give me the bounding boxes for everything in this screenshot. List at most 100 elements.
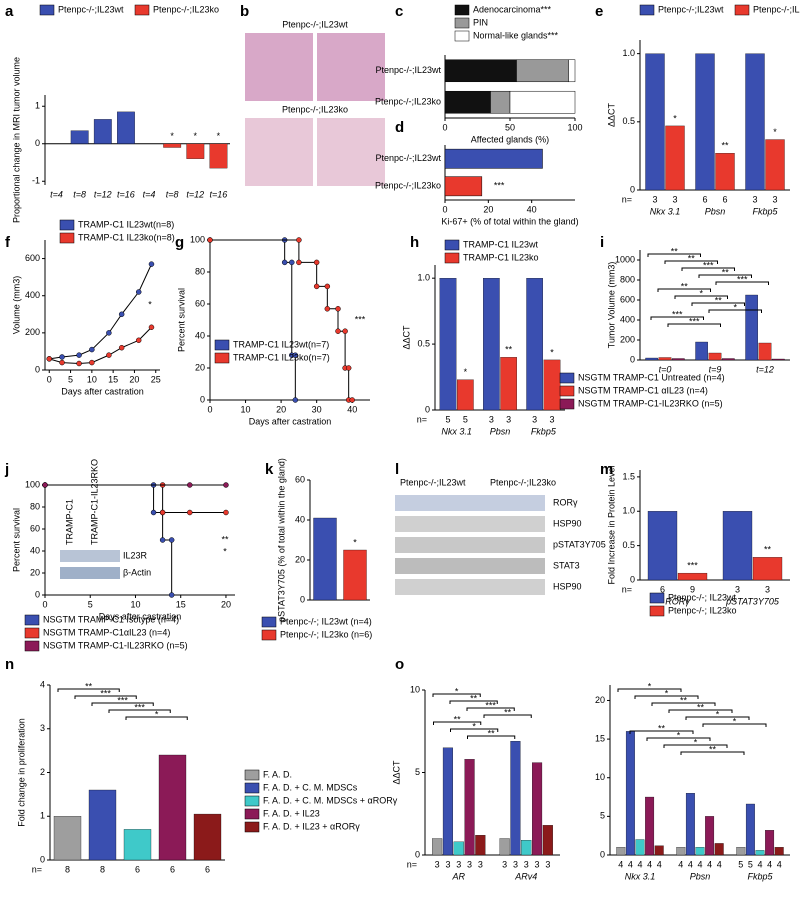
y-axis-label: ΔΔCT: [606, 102, 616, 127]
y-tick-label: 40: [30, 545, 40, 555]
sig-bracket: [651, 702, 716, 706]
bar: [117, 111, 135, 144]
sig-bracket: [466, 707, 515, 711]
n-label: 4: [767, 859, 772, 869]
n-label: 5: [463, 414, 468, 424]
n-label: 4: [757, 859, 762, 869]
panel-letter: h: [410, 234, 419, 251]
legend-label: Adenocarcinoma***: [473, 4, 552, 14]
y-tick-label: 0: [35, 138, 40, 148]
y-tick-label: 5: [600, 811, 605, 821]
blot-band: [395, 579, 545, 595]
inset-label: TRAMP-C1-IL23RKO: [89, 459, 99, 545]
panel-letter: e: [595, 3, 603, 20]
blot-label: STAT3: [553, 560, 580, 570]
y-tick-label: 60: [30, 523, 40, 533]
sig-label: **: [504, 707, 512, 717]
bar: [70, 130, 89, 144]
legend-label: Ptenpc-/-; IL23ko: [668, 605, 737, 615]
bar: [755, 850, 765, 856]
x-tick-label: RORγ: [665, 596, 690, 606]
bar: [509, 90, 576, 114]
point: [296, 237, 302, 243]
line: [210, 239, 353, 401]
n-label: 8: [65, 864, 70, 874]
x-tick-label: 15: [108, 374, 118, 384]
sig-bracket: [617, 688, 682, 692]
inset-label: β-Actin: [123, 567, 151, 577]
point: [313, 259, 320, 266]
x-tick-label: 50: [505, 122, 515, 132]
y-axis-label: Fold change in proliferation: [16, 718, 26, 827]
n-label: 6: [660, 584, 665, 594]
blot-header: Ptenpc-/-;IL23wt: [400, 477, 466, 487]
n-prefix: n=: [417, 414, 427, 424]
legend-label: Ptenpc-/-; IL23wt: [668, 592, 737, 602]
panel-letter: k: [265, 461, 274, 478]
n-label: 5: [748, 859, 753, 869]
blot-band: [395, 537, 545, 553]
legend-label: F. A. D.: [263, 769, 292, 779]
sig-label: *: [773, 127, 777, 137]
blot-header: Ptenpc-/-;IL23ko: [490, 477, 556, 487]
bar: [444, 59, 517, 83]
point: [59, 354, 65, 360]
sig-label: *: [716, 709, 720, 719]
point: [135, 337, 142, 344]
y-tick-label: 80: [195, 266, 205, 276]
sig-bracket: [646, 737, 711, 741]
sig-bracket: [698, 274, 752, 278]
bar: [736, 847, 746, 856]
point: [159, 509, 166, 516]
n-label: 3: [467, 859, 472, 869]
blot: [60, 567, 120, 579]
bar: [745, 294, 758, 361]
blot-band: [395, 495, 545, 511]
bar: [343, 549, 367, 601]
sig-label: *: [217, 131, 221, 141]
legend-swatch: [214, 339, 230, 351]
n-prefix: n=: [407, 859, 417, 869]
x-tick-label: 10: [130, 599, 140, 609]
legend-swatch: [454, 4, 470, 16]
x-tick-label: t=16: [210, 189, 228, 199]
legend-label: TRAMP-C1 IL23wt(n=7): [233, 339, 329, 349]
line: [49, 263, 152, 360]
n-label: 5: [445, 414, 450, 424]
legend-label: TRAMP-C1 IL23ko(n=8): [78, 232, 175, 242]
point: [342, 328, 348, 334]
sig-label: **: [721, 141, 729, 151]
y-tick-label: 400: [25, 290, 40, 300]
sig-bracket: [657, 288, 711, 292]
blot-label: HSP90: [553, 581, 582, 591]
x-tick-label: Pbsn: [490, 426, 511, 436]
histology-image: [317, 118, 385, 186]
n-label: 3: [772, 194, 777, 204]
legend-label: NSGTM TRAMP-C1 Untreated (n=4): [578, 372, 725, 382]
sig-bracket: [483, 714, 532, 718]
y-tick-label: 20: [195, 362, 205, 372]
bar: [532, 762, 543, 856]
legend-swatch: [59, 232, 75, 244]
legend-swatch: [244, 769, 260, 781]
bar: [647, 511, 678, 581]
bar: [765, 830, 775, 856]
sig-label: *: [148, 299, 152, 309]
sig-label: **: [681, 281, 689, 291]
sig-label: *: [699, 288, 703, 298]
blot-band: [395, 558, 545, 574]
y-tick-label: 800: [620, 274, 635, 284]
sig-bracket: [668, 709, 733, 713]
bar: [442, 747, 453, 856]
y-tick-label: Ptenpc-/-;IL23wt: [375, 153, 441, 163]
x-tick-label: Nkx 3.1: [625, 871, 656, 881]
panel-letter: i: [600, 234, 604, 251]
bar: [186, 143, 205, 159]
sig-label: **: [688, 253, 696, 263]
bar: [665, 125, 685, 191]
y-tick-label: Ptenpc-/-;IL23wt: [375, 65, 441, 75]
y-axis-label: Percent survival: [11, 508, 21, 572]
point: [76, 360, 82, 367]
y-tick-label: 1.0: [622, 48, 635, 58]
